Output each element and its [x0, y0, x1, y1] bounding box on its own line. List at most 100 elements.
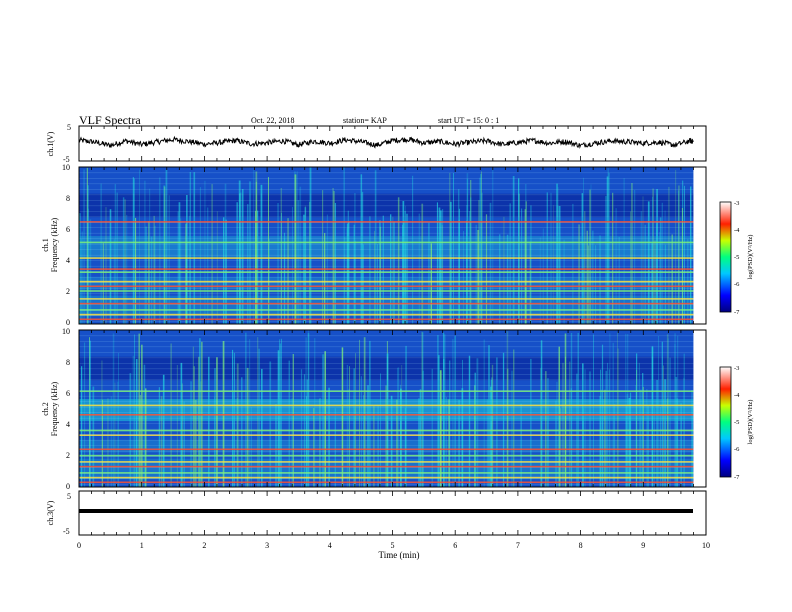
- spec-sferic-streak: [233, 352, 235, 487]
- spec-sferic-streak: [101, 360, 103, 487]
- spec-sferic-streak: [667, 338, 669, 487]
- ch1-waveform-frame: [78, 125, 707, 162]
- spec-sferic-streak: [569, 361, 571, 487]
- ch2-ftick-8: 8: [66, 358, 70, 367]
- spec-sferic-streak: [291, 398, 293, 487]
- spec-sferic-streak: [154, 225, 156, 324]
- spec-sferic-streak: [135, 359, 138, 487]
- spec-sferic-streak: [644, 224, 646, 324]
- spec-sferic-streak: [458, 189, 460, 324]
- spec-sferic-streak: [216, 357, 218, 487]
- spec-sferic-streak: [86, 167, 88, 324]
- spec-texture-line: [79, 260, 694, 261]
- spec-sferic-streak: [322, 190, 324, 324]
- spec-sferic-streak: [640, 389, 642, 487]
- spec-sferic-streak: [107, 398, 109, 487]
- spec-sferic-streak: [373, 406, 375, 487]
- spec-sferic-streak: [681, 208, 683, 324]
- spec-sferic-streak: [449, 172, 451, 324]
- spec-sferic-streak: [163, 185, 166, 324]
- spec-sferic-streak: [438, 207, 441, 324]
- spec-sferic-streak: [630, 392, 632, 487]
- spec-sferic-streak: [109, 209, 112, 324]
- xtick-7: 7: [516, 541, 520, 550]
- spec-sferic-streak: [466, 178, 468, 324]
- spec-sferic-streak: [623, 178, 625, 324]
- spec-sferic-streak: [506, 368, 509, 487]
- spec-sferic-streak: [491, 364, 494, 487]
- spec-sferic-streak: [359, 339, 360, 487]
- xtick-0: 0: [77, 541, 81, 550]
- spec-sferic-streak: [369, 216, 371, 324]
- spec-sferic-streak: [158, 387, 160, 487]
- spec-sferic-streak: [122, 197, 125, 324]
- spec-sferic-streak: [683, 377, 685, 487]
- spec-sferic-streak: [558, 402, 560, 487]
- spec-sferic-streak: [428, 222, 430, 324]
- spec-sferic-streak: [124, 199, 126, 324]
- spec-sferic-streak: [481, 171, 482, 324]
- spec-sferic-streak: [334, 203, 336, 324]
- spec-sferic-streak: [430, 243, 432, 324]
- spec-sferic-streak: [233, 390, 235, 487]
- spec-sferic-streak: [214, 396, 216, 487]
- spec-sferic-streak: [450, 201, 452, 324]
- spec-sferic-streak: [691, 402, 693, 487]
- spec-sferic-streak: [651, 347, 654, 487]
- spec-sferic-streak: [626, 393, 629, 487]
- spec-texture-line: [79, 341, 694, 342]
- spec-sferic-streak: [404, 241, 406, 324]
- spec-sferic-streak: [617, 332, 618, 487]
- spec-sferic-streak: [247, 204, 249, 324]
- spec-sferic-streak: [683, 353, 685, 487]
- spec-sferic-streak: [145, 226, 147, 324]
- spec-band-line: [79, 280, 694, 283]
- spec-sferic-streak: [615, 208, 617, 324]
- spec-texture-line: [79, 439, 694, 441]
- spec-sferic-streak: [348, 388, 350, 487]
- spec-texture-line: [79, 472, 694, 474]
- spec-sferic-streak: [669, 357, 671, 487]
- spec-sferic-streak: [547, 378, 549, 487]
- spec-sferic-streak: [656, 380, 658, 487]
- spec-sferic-streak: [144, 180, 146, 324]
- spec-sferic-streak: [105, 207, 107, 324]
- spec-sferic-streak: [555, 400, 557, 487]
- spec-sferic-streak: [584, 211, 586, 324]
- spec-sferic-streak: [458, 400, 460, 487]
- spec-texture-line: [79, 205, 694, 207]
- spec-sferic-streak: [83, 169, 85, 324]
- spec-sferic-streak: [578, 224, 580, 324]
- spec-sferic-streak: [360, 376, 362, 487]
- spec-sferic-streak: [664, 379, 666, 487]
- ch2-ftick-10: 10: [62, 327, 70, 336]
- spec-band-line: [79, 298, 694, 300]
- spec-sferic-streak: [292, 354, 294, 487]
- spec-texture-line: [79, 276, 694, 278]
- spec-texture-line: [79, 194, 694, 196]
- spec-sferic-streak: [661, 202, 663, 324]
- spec-band-line: [79, 429, 694, 432]
- spec-sferic-streak: [279, 339, 280, 487]
- spec-sferic-streak: [110, 396, 113, 487]
- spec-sferic-streak: [593, 334, 594, 487]
- spec-texture-line: [79, 352, 694, 353]
- ch2-colorbar-scale: [719, 366, 732, 478]
- spec-sferic-streak: [448, 399, 450, 487]
- spec-texture-line: [79, 368, 694, 370]
- spec-sferic-streak: [635, 385, 637, 487]
- spec-sferic-streak: [374, 170, 377, 324]
- spec-sferic-streak: [268, 177, 269, 324]
- spec-sferic-streak: [362, 244, 364, 324]
- spec-sferic-streak: [490, 379, 493, 487]
- spec-sferic-streak: [269, 361, 272, 487]
- spec-sferic-streak: [636, 353, 638, 487]
- spec-sferic-streak: [292, 206, 293, 324]
- spec-texture-line: [79, 254, 694, 256]
- spec-sferic-streak: [545, 371, 547, 487]
- spec-sferic-streak: [246, 367, 249, 487]
- spec-sferic-streak: [307, 333, 310, 487]
- spec-sferic-streak: [112, 333, 115, 487]
- spec-sferic-streak: [198, 356, 200, 487]
- spec-sferic-streak: [118, 352, 119, 487]
